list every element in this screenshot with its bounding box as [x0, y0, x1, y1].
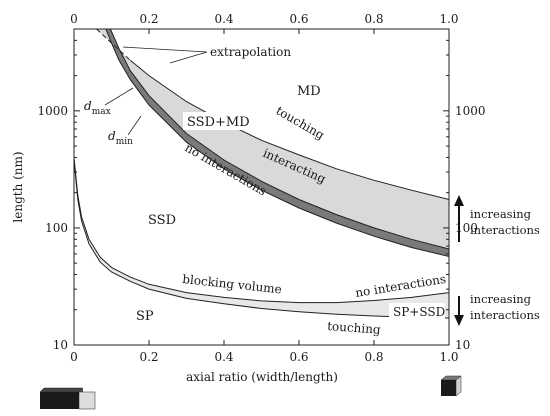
x-top-tick-label: 0.4: [214, 12, 233, 26]
x-tick-label: 1.0: [439, 350, 458, 364]
upper-band-area: [96, 29, 449, 249]
x-tick-label: 0.8: [364, 350, 383, 364]
elongated-particle-icon: [39, 387, 96, 410]
blocking-volume-line: [73, 157, 450, 304]
d-max-label: dmax: [84, 99, 111, 117]
cube-particle-icon: [440, 375, 462, 397]
increasing-upper-line1: increasing: [470, 207, 532, 221]
increasing-lower-line2: interactions: [470, 308, 540, 322]
sp-ssd-label-bg: [389, 303, 445, 319]
bands-layer: [74, 29, 450, 318]
d-min-line: [105, 28, 450, 257]
x-tick-label: 0.4: [214, 350, 233, 364]
ssd-md-label: SSD+MD: [187, 115, 250, 130]
x-axis-title: axial ratio (width/length): [186, 370, 338, 384]
y-tick-label: 10: [53, 338, 68, 352]
x-top-tick-label: 0: [70, 12, 78, 26]
x-top-tick-label: 0.8: [364, 12, 383, 26]
x-top-tick-label: 0.6: [289, 12, 308, 26]
extrapolation-label: extrapolation: [210, 45, 291, 59]
ticks-layer: 0 0.2 0.4 0.6 0.8 1.00 0.2 0.4 0.6 0.8 1.010100100…: [37, 12, 485, 364]
sp-ssd-label: SP+SSD: [393, 305, 445, 319]
ssd-md-label-bg: [183, 112, 247, 130]
extrapolation-pointer-2: [169, 51, 208, 64]
blocking-volume-label: blocking volume: [182, 272, 283, 296]
md-label: MD: [297, 84, 321, 99]
y-tick-label: 100: [45, 221, 68, 235]
y-right-tick-label: 10: [455, 338, 470, 352]
lower-band-area: [74, 157, 449, 318]
x-top-tick-label: 0.2: [139, 12, 158, 26]
y-axis-title: length (nm): [11, 151, 25, 222]
increasing-lower-arrow-icon: [454, 315, 464, 326]
curves-layer: [73, 28, 450, 319]
d-min-symbol: d: [108, 129, 116, 143]
increasing-upper-line2: interactions: [470, 223, 540, 237]
increasing-lower-line1: increasing: [470, 292, 532, 306]
increasing-upper-arrow-icon: [454, 195, 464, 206]
touching-lower-label: touching: [327, 319, 382, 337]
d-min-label: dmin: [108, 129, 133, 147]
d-min-pointer: [127, 115, 142, 136]
touching-upper-label: touching: [274, 103, 328, 142]
ssd-label: SSD: [148, 213, 176, 228]
d-max-subscript: max: [92, 107, 111, 117]
y-right-tick-label: 100: [455, 221, 478, 235]
x-top-tick-label: 1.0: [439, 12, 458, 26]
sp-label: SP: [136, 309, 154, 324]
d-max-symbol: d: [84, 99, 92, 113]
d-min-subscript: min: [116, 137, 133, 147]
y-right-tick-label: 1000: [455, 104, 486, 118]
touching-lower-line: [73, 159, 450, 319]
d-max-pointer: [104, 87, 134, 106]
plot-frame: [73, 28, 450, 346]
y-tick-label: 1000: [37, 104, 68, 118]
x-tick-label: 0.2: [139, 350, 158, 364]
x-tick-label: 0: [70, 350, 78, 364]
x-tick-label: 0.6: [289, 350, 308, 364]
touching-upper-line: [129, 59, 450, 200]
extrapolation-pointer-1: [122, 46, 208, 53]
d-max-line: [109, 28, 450, 250]
